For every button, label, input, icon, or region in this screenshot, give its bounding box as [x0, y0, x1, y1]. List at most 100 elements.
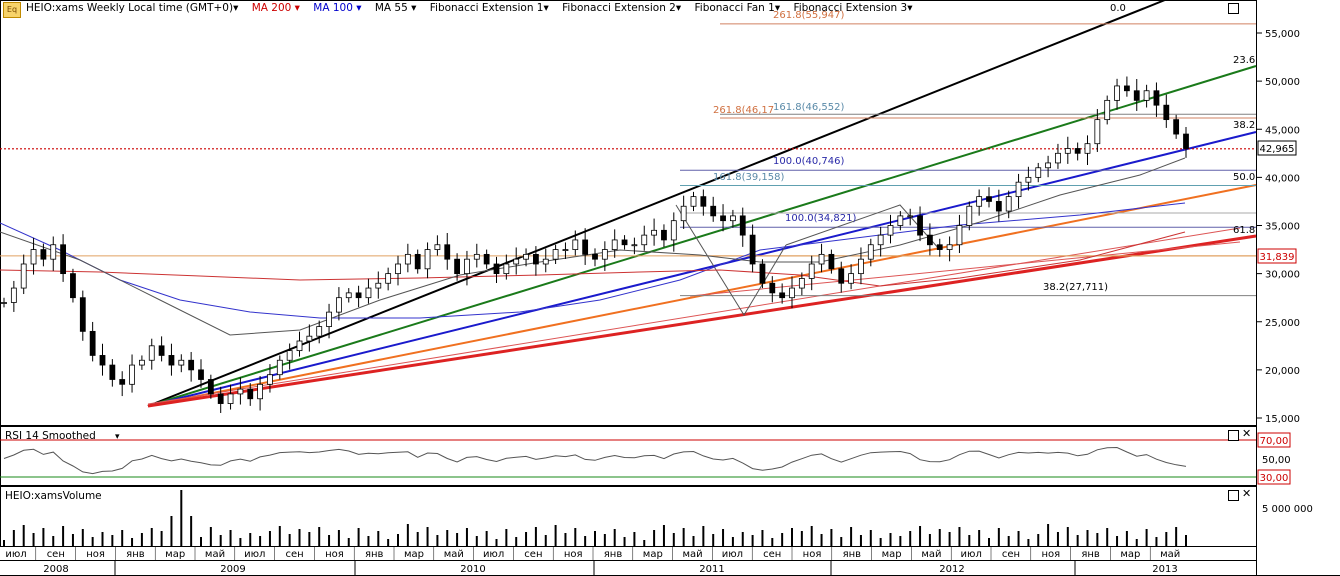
candle-body	[483, 253, 490, 265]
candle-body	[237, 388, 244, 395]
month-label: май	[683, 549, 703, 560]
candle-body	[129, 364, 135, 385]
current-price-label: 42,965	[1260, 144, 1295, 155]
candle-body	[779, 292, 786, 299]
candle-body	[60, 244, 66, 275]
ma55-menu[interactable]: MA 55 ▾	[374, 2, 417, 14]
maximize-main-icon[interactable]	[1228, 3, 1239, 14]
fib-annotation: 161.8(39,158)	[713, 172, 785, 183]
fib-annotation: 0.0	[1110, 3, 1126, 14]
candle-body	[355, 292, 362, 299]
candle-body	[1143, 90, 1150, 101]
fan-line-236	[147, 65, 1257, 407]
fib-ext1-menu[interactable]: Fibonacci Extension 1▾	[429, 2, 549, 14]
price-tick-label: 15,000	[1265, 414, 1300, 425]
candle-body	[927, 234, 933, 246]
ma100-menu[interactable]: MA 100 ▾	[313, 2, 362, 14]
candle-body	[661, 229, 667, 241]
month-label: сен	[47, 549, 65, 560]
month-label: июл	[722, 549, 743, 560]
fib-ext3-menu[interactable]: Fibonacci Extension 3▾	[793, 2, 913, 14]
price-tick-label: 45,000	[1265, 125, 1300, 136]
ma200-menu[interactable]: MA 200 ▾	[251, 2, 300, 14]
candle-body	[70, 273, 76, 299]
candle-body	[621, 239, 628, 246]
candle-body	[582, 239, 589, 255]
ma100-label: MA 100	[313, 2, 353, 14]
fib-annotation: 100.0(40,746)	[773, 156, 845, 167]
rsi-mid-label: 50,00	[1262, 455, 1291, 466]
month-label: мар	[404, 549, 424, 560]
candle-body	[434, 244, 441, 250]
candle-body	[838, 268, 845, 284]
candle-body	[739, 215, 746, 236]
candle-body	[296, 340, 303, 352]
candles	[1, 76, 1189, 413]
symbol-menu[interactable]: HEIO:xams Weekly Local time (GMT+0)▾	[26, 2, 239, 14]
rsi-menu-chevron[interactable]: ▾	[115, 432, 120, 442]
candle-body	[1183, 133, 1189, 149]
candle-body	[158, 345, 165, 356]
month-label: янв	[126, 549, 145, 560]
fib-annotation: 61.8	[1233, 225, 1255, 236]
candle-body	[542, 258, 549, 265]
candle-body	[562, 249, 569, 251]
month-label: май	[1160, 549, 1180, 560]
rsi-lower-badge	[1257, 469, 1291, 485]
candle-body	[572, 239, 579, 250]
month-label: янв	[365, 549, 384, 560]
fibonacci-layer	[0, 0, 1257, 408]
candle-body	[385, 273, 392, 284]
month-label: мар	[643, 549, 663, 560]
rsi-title[interactable]: RSI 14 Smoothed	[5, 430, 96, 442]
year-label: 2010	[460, 564, 485, 575]
fib-fan1-menu[interactable]: Fibonacci Fan 1▾	[694, 2, 781, 14]
candle-body	[50, 244, 57, 260]
candle-body	[1, 302, 7, 304]
fib-ext3-label: Fibonacci Extension 3	[793, 2, 908, 14]
trend-line-thin	[147, 227, 1241, 405]
candle-body	[444, 244, 451, 260]
candle-body	[464, 258, 470, 275]
candle-body	[345, 292, 352, 299]
month-label: ноя	[86, 549, 105, 560]
close-rsi-icon[interactable]: ✕	[1242, 427, 1252, 440]
candle-body	[631, 244, 638, 247]
candle-body	[365, 287, 372, 299]
candle-body	[99, 355, 106, 366]
candle-body	[375, 282, 382, 289]
candle-body	[1025, 176, 1032, 183]
candle-body	[20, 263, 27, 289]
candle-body	[966, 205, 973, 226]
month-label: мар	[1120, 549, 1140, 560]
moving-averages	[0, 157, 1186, 336]
month-label: янв	[843, 549, 862, 560]
month-label: июл	[961, 549, 982, 560]
candle-body	[1074, 148, 1081, 154]
fib-annotation: 261.8(46,17	[713, 105, 774, 116]
candle-body	[1015, 181, 1022, 198]
candle-body	[454, 258, 461, 275]
maximize-rsi-icon[interactable]	[1228, 430, 1239, 441]
fib-ext2-menu[interactable]: Fibonacci Extension 2▾	[562, 2, 682, 14]
fib-annotation: 38.2	[1233, 120, 1255, 131]
fib-annotation: 38.2(27,711)	[1043, 282, 1108, 293]
app-logo-icon: Eq	[3, 2, 21, 18]
chart-toolbar: HEIO:xams Weekly Local time (GMT+0)▾ MA …	[26, 2, 923, 14]
month-label: сен	[524, 549, 542, 560]
candle-body	[89, 330, 96, 356]
month-label: ноя	[803, 549, 822, 560]
candle-body	[611, 239, 618, 250]
month-label: сен	[1002, 549, 1020, 560]
fib-annotation: 261.8(55,947)	[773, 10, 845, 21]
candle-body	[276, 359, 283, 376]
maximize-volume-icon[interactable]	[1228, 490, 1239, 501]
month-label: янв	[1081, 549, 1100, 560]
candle-body	[1005, 196, 1012, 212]
month-label: ноя	[325, 549, 344, 560]
candle-body	[917, 215, 923, 236]
close-volume-icon[interactable]: ✕	[1242, 487, 1252, 500]
candle-body	[1055, 152, 1061, 164]
candle-body	[1094, 119, 1101, 145]
